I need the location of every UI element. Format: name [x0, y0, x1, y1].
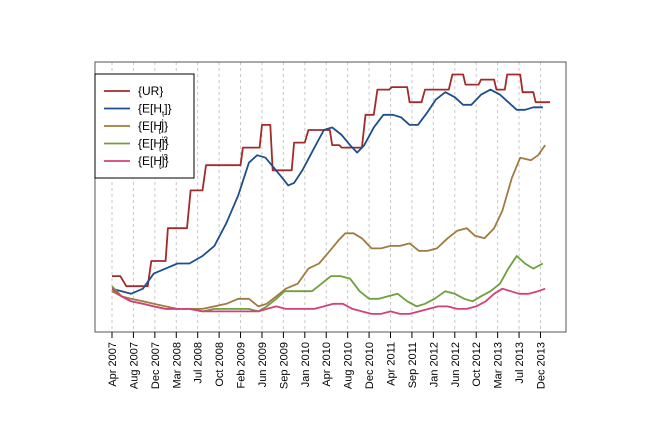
x-axis: Apr 2007 Aug 2007 Dec 2007 Mar 2008 Jul 2008… [107, 332, 547, 389]
x-tick-label: Apr 2007 [107, 342, 119, 387]
x-tick-label: Jun 2009 [257, 342, 269, 387]
legend-label: {UR} [138, 84, 163, 98]
x-tick-label: Mar 2013 [493, 342, 505, 388]
series-line-1 [111, 88, 543, 295]
x-tick-label: Jan 2012 [428, 342, 440, 387]
x-tick-label: Sep 2011 [407, 342, 419, 388]
plot-frame [94, 61, 567, 333]
x-tick-label: Aug 2010 [343, 342, 355, 389]
x-tick-label: Mar 2008 [171, 342, 183, 388]
x-tick-label: Dec 2010 [364, 342, 376, 389]
legend: {UR} {E[Ht]}{E[H' t]}{E[H'2 t]}{E[H'3 t]} [94, 73, 195, 179]
x-tick-label: Aug 2007 [128, 342, 140, 389]
x-tick-label: Dec 2013 [535, 342, 547, 389]
grid [111, 62, 541, 332]
legend-label: {E[H' t]} [138, 118, 168, 136]
x-tick-label: Dec 2007 [150, 342, 162, 389]
x-tick-label: Oct 2012 [471, 342, 483, 387]
x-tick-label: Jul 2013 [514, 342, 526, 384]
series-line-4 [111, 287, 546, 315]
x-tick-label: Feb 2009 [236, 342, 248, 388]
x-tick-label: Apr 2010 [321, 342, 333, 387]
series-lines [111, 73, 550, 315]
legend-label: {E[H'3 t]} [138, 153, 169, 171]
legend-label: {E[Ht]} [138, 102, 172, 119]
legend-label: {E[H'2 t]} [138, 136, 169, 154]
x-tick-label: Sep 2009 [278, 342, 290, 389]
x-tick-label: Jul 2008 [193, 342, 205, 384]
x-tick-label: Oct 2008 [214, 342, 226, 387]
x-tick-label: Jun 2012 [450, 342, 462, 387]
series-line-0 [112, 73, 550, 288]
x-tick-label: Jan 2010 [300, 342, 312, 387]
x-tick-label: Apr 2011 [386, 342, 398, 386]
